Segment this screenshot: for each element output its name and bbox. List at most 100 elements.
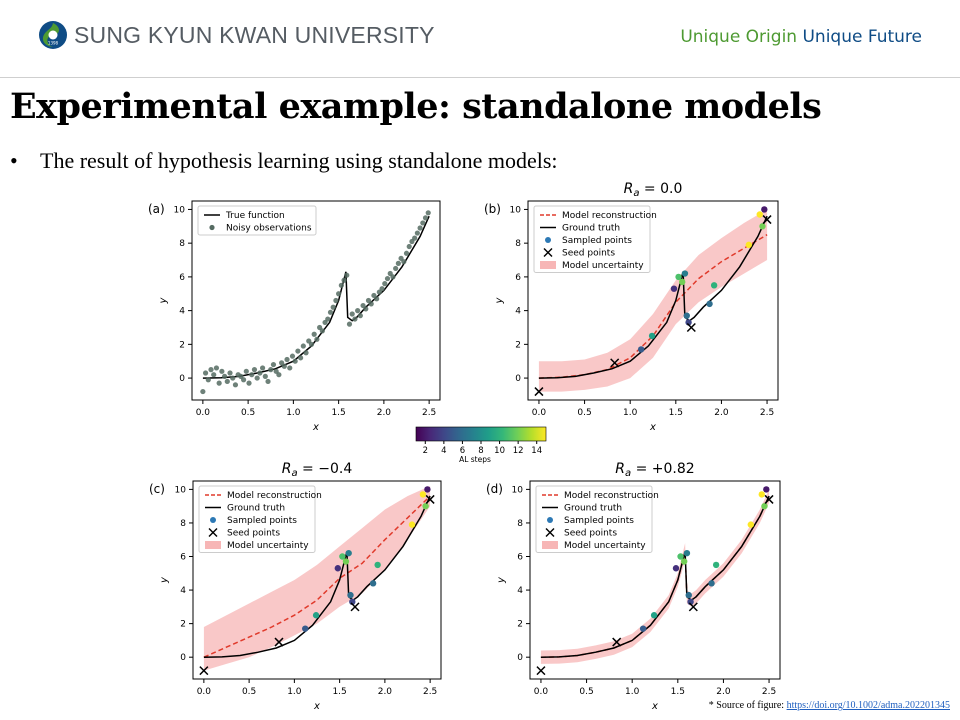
x-tick-label: 2.5 (423, 687, 437, 697)
y-tick-label: 6 (515, 273, 521, 283)
ground-truth-line (203, 495, 431, 658)
observation-point (382, 281, 388, 287)
seed-point (612, 637, 622, 647)
y-axis-label: y (158, 296, 169, 304)
sampled-point (683, 549, 691, 557)
legend-x-icon (545, 528, 555, 537)
y-tick-label: 10 (175, 485, 187, 495)
observation-point (243, 368, 249, 374)
uncertainty-band (203, 486, 431, 671)
observation-point (414, 230, 420, 236)
observation-point (325, 316, 331, 322)
x-tick-label: 2.0 (377, 408, 392, 418)
legend-box (535, 485, 653, 553)
observation-point (287, 365, 293, 371)
y-tick-label: 2 (179, 340, 185, 350)
seed-point (199, 666, 209, 676)
header-divider (0, 77, 960, 78)
sampled-point (747, 521, 755, 528)
y-axis-label: y (494, 296, 505, 304)
chart-title: Ra = −0.4 (282, 461, 353, 479)
legend-label: Sampled points (562, 236, 632, 246)
x-tick-label: 1.0 (623, 408, 638, 418)
seed-point (350, 602, 360, 612)
sampled-point (708, 580, 715, 587)
sampled-point (672, 565, 680, 572)
sampled-point (681, 270, 689, 277)
colorbar-tick-label: 14 (531, 446, 542, 456)
university-logo: 1398 SUNG KYUN KWAN UNIVERSITY (38, 20, 435, 50)
observation-point (390, 274, 396, 280)
observation-point (221, 373, 228, 379)
observation-point (246, 380, 252, 386)
x-tick-label: 0.0 (197, 687, 212, 697)
sampled-point (712, 561, 720, 569)
axes-frame (192, 480, 442, 680)
source-label: * Source of figure: (708, 700, 785, 711)
observation-point (412, 235, 418, 241)
chart-title: Ra = 0.0 (624, 181, 683, 199)
observation-point (368, 301, 374, 307)
y-axis-label: y (159, 576, 170, 584)
legend-label: Ground truth (227, 504, 285, 514)
seed-point (688, 602, 698, 612)
reconstruction-line (203, 495, 431, 658)
y-tick-label: 4 (179, 307, 185, 317)
sampled-point (648, 332, 656, 340)
colorbar-tick-label: 10 (494, 446, 505, 456)
slide-title: Experimental example: standalone models (10, 86, 822, 127)
observation-point (270, 361, 277, 368)
observation-point (319, 328, 325, 334)
x-axis-label: x (312, 422, 319, 433)
sampled-point (761, 502, 768, 510)
observation-point (268, 367, 274, 373)
y-tick-label: 2 (515, 340, 521, 350)
x-tick-label: 0.5 (577, 408, 591, 418)
legend-box (197, 205, 317, 236)
x-tick-label: 1.5 (332, 687, 346, 697)
bullet-text: The result of hypothesis learning using … (40, 148, 558, 173)
seed-point (764, 494, 774, 504)
y-tick-label: 6 (180, 553, 186, 563)
observation-point (355, 308, 361, 314)
observation-point (327, 309, 334, 315)
observation-point (200, 388, 206, 395)
seed-point (425, 494, 435, 504)
seed-point (534, 387, 544, 397)
observation-point (425, 210, 431, 216)
panel-letter: (b) (484, 202, 501, 216)
sampled-point (422, 502, 429, 510)
x-tick-label: 1.0 (287, 687, 302, 697)
legend-box (533, 205, 651, 273)
y-tick-label: 2 (517, 620, 523, 630)
university-name: SUNG KYUN KWAN UNIVERSITY (74, 21, 435, 48)
observation-point (257, 370, 263, 376)
legend-label: Ground truth (564, 504, 622, 514)
axes-frame (527, 200, 779, 401)
source-link[interactable]: https://doi.org/10.1002/adma.202201345 (786, 700, 950, 711)
observation-point (395, 260, 401, 266)
y-axis-label: y (496, 576, 507, 584)
y-tick-label: 4 (517, 586, 523, 596)
observation-point (352, 316, 358, 322)
plot-area (538, 206, 768, 392)
sampled-point (650, 612, 658, 619)
observation-point (406, 243, 412, 250)
y-tick-label: 6 (179, 273, 185, 283)
x-tick-label: 1.0 (286, 408, 301, 418)
colorbar-tick-label: 8 (478, 446, 483, 456)
observation-point (330, 304, 336, 310)
legend-label: Sampled points (564, 516, 634, 526)
sampled-point (345, 549, 352, 557)
observation-point (374, 296, 380, 302)
sampled-point (756, 211, 763, 218)
observation-point (211, 372, 217, 378)
x-axis-label: x (651, 701, 658, 712)
sampled-point (374, 561, 381, 569)
chart-panel: 0.0 0.5 1.0 1.5 2.0 2.5 0 2 4 6 8 10 x y (c) Ra = −0.4 M… (149, 461, 442, 712)
observation-point (213, 365, 220, 371)
legend-label: Model uncertainty (562, 261, 644, 271)
legend-dot-icon (547, 517, 553, 523)
seed-point (536, 666, 546, 676)
y-tick-label: 0 (179, 374, 185, 384)
